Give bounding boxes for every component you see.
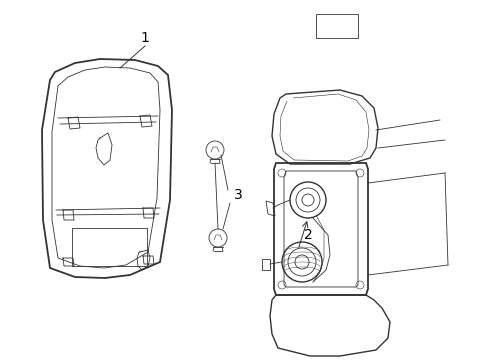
- Text: 1: 1: [141, 31, 149, 45]
- Text: 2: 2: [304, 228, 313, 242]
- Bar: [316, 14, 358, 38]
- Bar: [72, 228, 147, 266]
- Text: 3: 3: [234, 188, 243, 202]
